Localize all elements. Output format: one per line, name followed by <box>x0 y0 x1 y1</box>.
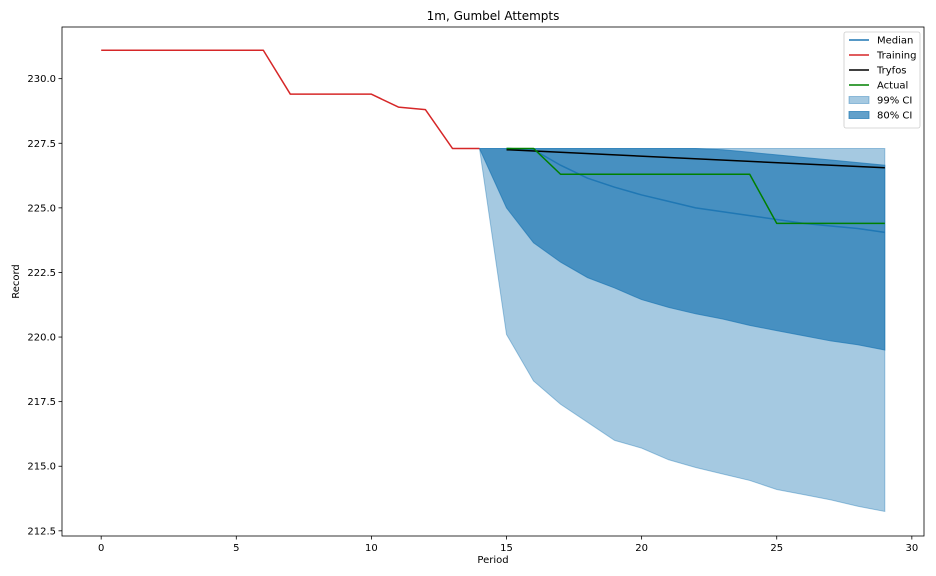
y-tick-label: 222.5 <box>27 268 56 279</box>
legend-label-99-ci: 99% CI <box>877 96 912 107</box>
y-axis: 212.5 215.0 217.5 220.0 222.5 225.0 227.5 230.0 <box>27 74 62 537</box>
y-axis-label: Record <box>11 264 22 299</box>
chart-title: 1m, Gumbel Attempts <box>427 9 560 23</box>
series-training-line <box>101 49 480 150</box>
series-median-line <box>506 147 885 234</box>
y-tick-label: 220.0 <box>27 333 56 344</box>
legend-label-median: Median <box>877 36 913 47</box>
y-tick-label: 212.5 <box>27 526 56 537</box>
legend-swatch-99-ci <box>848 96 870 104</box>
band-80-ci <box>478 147 886 351</box>
x-tick-label: 30 <box>905 543 918 554</box>
series-actual-line <box>506 147 885 225</box>
legend-label-tryfos: Tryfos <box>876 66 907 77</box>
legend-label-training: Training <box>876 51 916 62</box>
legend-label-actual: Actual <box>877 81 908 92</box>
x-tick-label: 20 <box>635 543 648 554</box>
y-tick-label: 215.0 <box>27 462 56 473</box>
y-tick-label: 227.5 <box>27 139 56 150</box>
y-tick-label: 225.0 <box>27 203 56 214</box>
x-tick-label: 25 <box>770 543 783 554</box>
x-tick-label: 5 <box>233 543 239 554</box>
series-tryfos-line <box>506 148 885 169</box>
legend-swatch-80-ci <box>848 111 870 119</box>
x-tick-label: 10 <box>365 543 378 554</box>
x-tick-label: 0 <box>98 543 104 554</box>
x-axis: 0 5 10 15 20 25 30 <box>98 536 918 554</box>
x-axis-label: Period <box>477 555 508 566</box>
y-tick-label: 217.5 <box>27 397 56 408</box>
axes-frame <box>61 26 925 537</box>
legend-label-80-ci: 80% CI <box>877 111 912 122</box>
legend-box <box>843 31 921 129</box>
x-tick-label: 15 <box>500 543 513 554</box>
legend: Median Training Tryfos Actual 99% CI 80% CI <box>843 31 921 129</box>
y-tick-label: 230.0 <box>27 74 56 85</box>
plot-area <box>101 49 886 513</box>
